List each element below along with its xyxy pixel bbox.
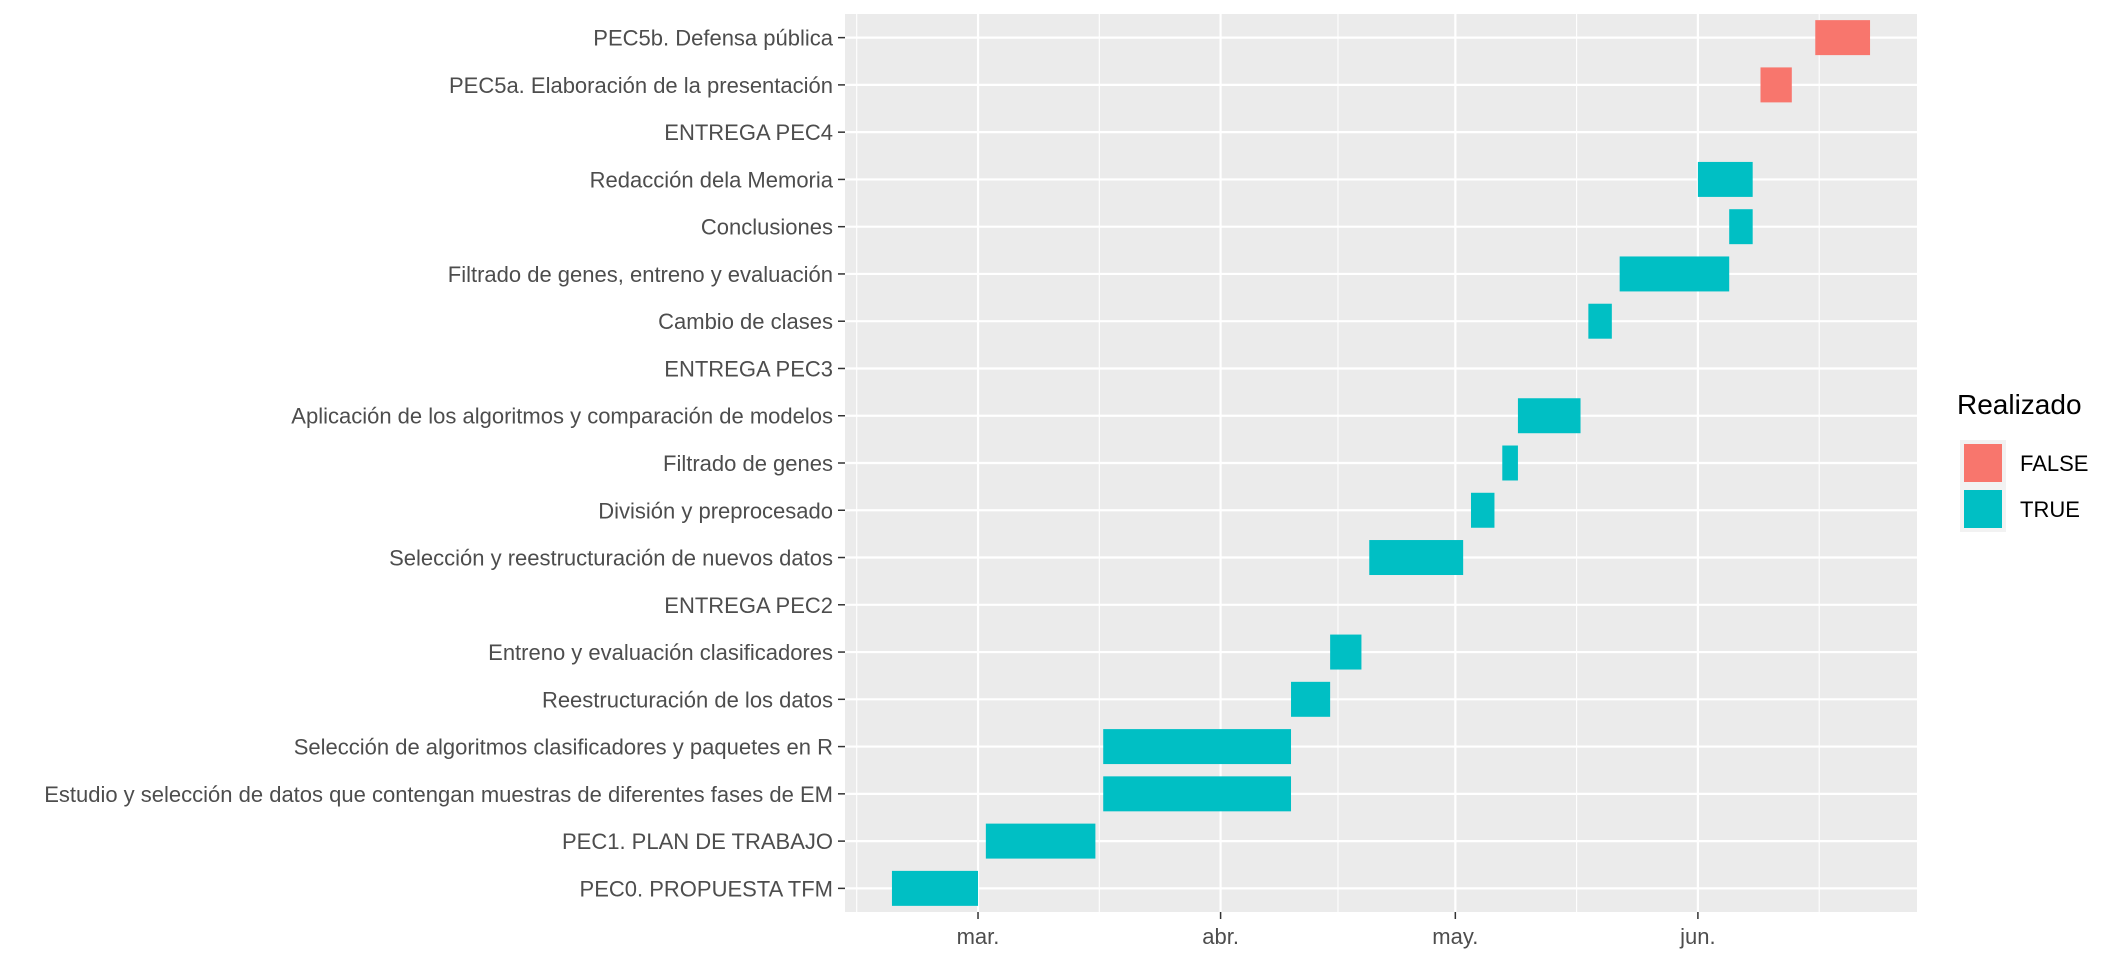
task-bar: [985, 823, 1096, 859]
y-tick-label: Redacción dela Memoria: [590, 167, 834, 192]
task-bar: [1502, 445, 1518, 481]
task-bar: [1470, 492, 1495, 528]
x-axis: mar. abr. may. jun.: [957, 912, 1716, 949]
x-tick-label: jun.: [1679, 924, 1715, 949]
y-tick-label: PEC5b. Defensa pública: [593, 26, 833, 51]
legend-swatch: [1964, 444, 2002, 482]
plot-panel: [845, 14, 1917, 912]
x-tick-label: abr.: [1202, 924, 1239, 949]
task-bar: [1760, 67, 1792, 103]
y-tick-label: Selección y reestructuración de nuevos d…: [389, 546, 833, 571]
y-tick-label: Aplicación de los algoritmos y comparaci…: [291, 404, 833, 429]
y-tick-label: ENTREGA PEC4: [664, 120, 833, 145]
y-tick-label: Entreno y evaluación clasificadores: [488, 640, 833, 665]
y-tick-label: División y preprocesado: [598, 498, 833, 523]
y-tick-label: Conclusiones: [701, 215, 833, 240]
y-axis: PEC0. PROPUESTA TFM PEC1. PLAN DE TRABAJO…: [44, 26, 845, 901]
task-bar: [1588, 303, 1612, 339]
legend-keys: FALSE TRUE: [1960, 440, 2088, 532]
legend: Realizado FALSE TRUE: [1957, 389, 2088, 532]
legend-label: FALSE: [2020, 451, 2088, 476]
legend-title: Realizado: [1957, 389, 2082, 420]
y-tick-label: Filtrado de genes: [663, 451, 833, 476]
y-tick-label: PEC5a. Elaboración de la presentación: [449, 73, 833, 98]
y-tick-label: Cambio de clases: [658, 309, 833, 334]
task-bar: [1697, 161, 1753, 197]
task-bar: [1291, 681, 1331, 717]
y-tick-label: Reestructuración de los datos: [542, 687, 833, 712]
y-tick-label: Selección de algoritmos clasificadores y…: [294, 735, 833, 760]
y-tick-label: PEC1. PLAN DE TRABAJO: [562, 829, 833, 854]
task-bar: [1103, 776, 1292, 812]
task-bar: [1815, 20, 1871, 56]
task-bar: [1103, 729, 1292, 765]
x-tick-label: may.: [1432, 924, 1478, 949]
y-tick-label: ENTREGA PEC3: [664, 356, 833, 381]
task-bar: [1619, 256, 1730, 292]
task-bar: [891, 870, 979, 906]
bar-layer: [891, 20, 1871, 906]
y-tick-label: PEC0. PROPUESTA TFM: [580, 876, 833, 901]
task-bar: [1330, 634, 1362, 670]
task-bar: [1517, 398, 1581, 434]
y-tick-label: Filtrado de genes, entreno y evaluación: [448, 262, 833, 287]
x-tick-label: mar.: [957, 924, 1000, 949]
y-tick-label: Estudio y selección de datos que conteng…: [44, 782, 833, 807]
legend-swatch: [1964, 490, 2002, 528]
task-bar: [1729, 209, 1753, 245]
y-tick-label: ENTREGA PEC2: [664, 593, 833, 618]
legend-label: TRUE: [2020, 497, 2080, 522]
task-bar: [1369, 540, 1464, 576]
